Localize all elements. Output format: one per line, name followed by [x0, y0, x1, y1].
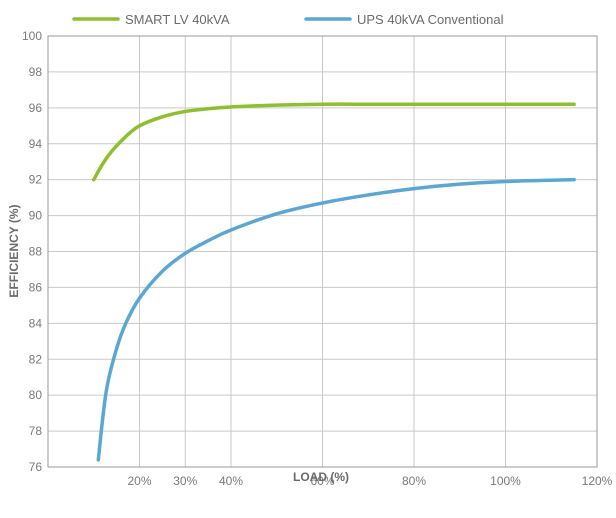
legend: SMART LV 40kVA UPS 40kVA Conventional [72, 12, 504, 27]
y-tick-label: 90 [29, 209, 43, 223]
x-tick-label: 100% [490, 474, 521, 488]
plot-area-border [47, 35, 598, 468]
y-tick-label: 82 [29, 352, 43, 366]
axes: 76 78 80 82 84 86 88 90 92 94 96 98 100 20% 30% 40% 60% 8… [22, 29, 613, 488]
y-tick-label: 84 [29, 316, 43, 330]
series-line-ups-40kva-conventional [96, 177, 576, 462]
x-tick-label: 60% [310, 474, 334, 488]
y-tick-label: 78 [29, 424, 43, 438]
y-tick-label: 88 [29, 245, 43, 259]
y-tick-label: 100 [22, 29, 42, 43]
y-tick-label: 80 [29, 388, 43, 402]
legend-label-smart-lv-40kva: SMART LV 40kVA [125, 12, 230, 27]
grid [48, 36, 597, 467]
legend-label-ups-40kva-conventional: UPS 40kVA Conventional [357, 12, 504, 27]
y-tick-label: 94 [29, 137, 43, 151]
y-axis-title: EFFICIENCY (%) [7, 204, 21, 297]
x-tick-label: 20% [127, 474, 151, 488]
x-tick-label: 40% [219, 474, 243, 488]
y-tick-label: 96 [29, 101, 43, 115]
x-axis-title: LOAD (%) [293, 470, 349, 484]
y-tick-label: 76 [29, 460, 43, 474]
x-tick-label: 120% [582, 474, 613, 488]
x-tick-label: 80% [402, 474, 426, 488]
series-lines [92, 102, 576, 462]
series-line-smart-lv-40kva [92, 102, 576, 182]
x-tick-label: 30% [173, 474, 197, 488]
y-tick-label: 98 [29, 65, 43, 79]
y-tick-label: 92 [29, 173, 43, 187]
y-tick-label: 86 [29, 280, 43, 294]
